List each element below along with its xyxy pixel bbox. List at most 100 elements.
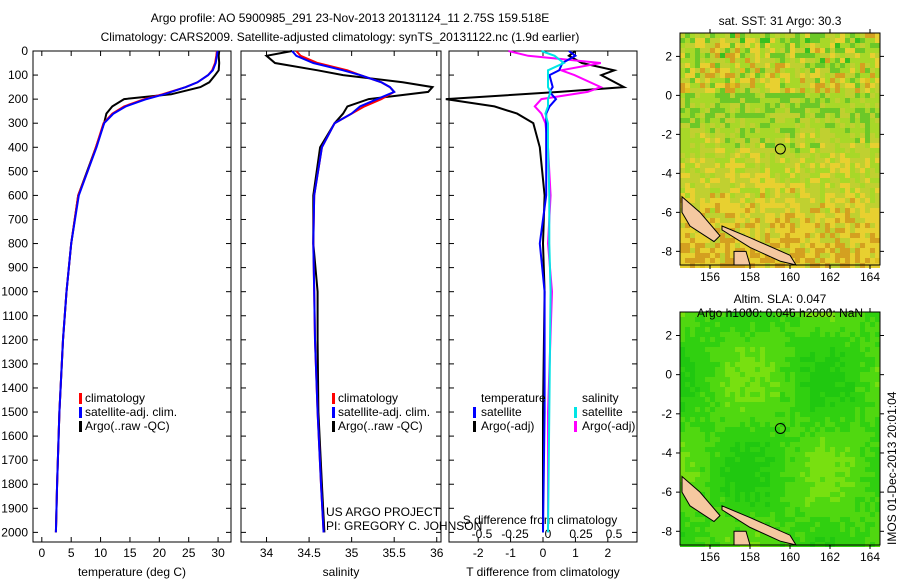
latitude-tick-label: -6 — [661, 205, 672, 219]
longitude-tick-label: 158 — [740, 550, 760, 564]
x-tick-label: 25 — [182, 546, 196, 560]
series-line-1 — [54, 50, 219, 533]
x-axis-label: salinity — [323, 565, 360, 579]
longitude-tick-label: 160 — [780, 550, 800, 564]
depth-tick-label: 1500 — [1, 405, 28, 419]
x-axis-label: T difference from climatology — [466, 565, 620, 579]
argo-float-location-marker — [774, 423, 786, 434]
depth-tick-label: 200 — [8, 92, 28, 106]
s-diff-tick-label: 0.25 — [569, 527, 593, 541]
title-line-2: Climatology: CARS2009. Satellite-adjuste… — [101, 30, 580, 44]
legend-swatch — [473, 407, 476, 418]
depth-tick-label: 1300 — [1, 357, 28, 371]
legend-swatch — [574, 407, 577, 418]
longitude-tick-label: 162 — [820, 550, 840, 564]
x-tick-label: 36 — [430, 546, 444, 560]
island-landmass — [681, 195, 721, 243]
latitude-tick-label: -8 — [661, 524, 672, 538]
series-line-0 — [538, 50, 578, 533]
depth-tick-label: 1100 — [2, 309, 28, 323]
longitude-tick-label: 158 — [740, 270, 760, 284]
x-tick-label: 2 — [604, 546, 611, 560]
depth-tick-label: 400 — [8, 140, 28, 154]
series-line-2 — [54, 50, 221, 533]
depth-tick-label: 800 — [8, 237, 28, 251]
legend-label: satellite — [582, 405, 623, 419]
depth-tick-label: 0 — [21, 44, 28, 58]
depth-tick-label: 1700 — [1, 453, 28, 467]
credit-line-1: US ARGO PROJECT — [326, 505, 441, 519]
legend-swatch — [79, 393, 82, 404]
s-diff-tick-label: 0.5 — [606, 527, 623, 541]
s-diff-tick-label: -0.25 — [501, 527, 529, 541]
x-tick-label: 34.5 — [297, 546, 321, 560]
x-tick-label: 5 — [68, 546, 75, 560]
latitude-tick-label: -6 — [661, 485, 672, 499]
plot-frame — [240, 50, 442, 543]
legend-swatch — [79, 407, 82, 418]
x-axis-label: temperature (deg C) — [78, 565, 186, 579]
depth-tick-label: 2000 — [1, 525, 28, 539]
salinity-panel: 34 34.5 35 35.5 36 salinity climatologysatelli… — [240, 50, 444, 579]
legend-label: Argo(..raw -QC) — [85, 419, 170, 433]
depth-tick-label: 1000 — [1, 285, 28, 299]
x-tick-label: -1 — [505, 546, 516, 560]
x-tick-label: -2 — [473, 546, 484, 560]
latitude-tick-label: -2 — [661, 127, 672, 141]
depth-tick-label: 1900 — [1, 501, 28, 515]
timestamp: IMOS 01-Dec-2013 20:01:04 — [885, 391, 899, 545]
latitude-tick-label: 0 — [665, 88, 672, 102]
legend-label: Argo(-adj) — [481, 419, 534, 433]
latitude-tick-label: 2 — [665, 49, 672, 63]
x-tick-label: 30 — [211, 546, 225, 560]
longitude-tick-label: 162 — [820, 270, 840, 284]
longitude-tick-label: 164 — [860, 270, 880, 284]
latitude-tick-label: -4 — [661, 446, 672, 460]
latitude-tick-label: -8 — [661, 244, 672, 258]
x-tick-label: 0 — [540, 546, 547, 560]
island-landmass — [721, 505, 798, 546]
legend-swatch — [332, 421, 335, 432]
credit-line-2: PI: GREGORY C. JOHNSON — [326, 519, 482, 533]
longitude-tick-label: 164 — [860, 550, 880, 564]
s-diff-tick-label: -0.5 — [472, 527, 493, 541]
series-line-2 — [264, 50, 435, 533]
depth-tick-label: 100 — [8, 68, 28, 82]
latitude-tick-label: -2 — [661, 407, 672, 421]
x-tick-label: 10 — [94, 546, 108, 560]
depth-tick-label: 1400 — [1, 381, 28, 395]
sla-map-title-2: Argo h1000: 0.046 h2000: NaN — [697, 306, 863, 320]
latitude-tick-label: -4 — [661, 166, 672, 180]
depth-tick-label: 500 — [8, 164, 28, 178]
plot-frame — [32, 50, 232, 543]
legend-label: satellite — [481, 405, 522, 419]
legend-swatch — [332, 407, 335, 418]
map-frame — [679, 32, 881, 266]
map-frame — [679, 311, 881, 546]
longitude-tick-label: 156 — [700, 270, 720, 284]
series-line-2 — [541, 50, 566, 533]
latitude-tick-label: 2 — [665, 328, 672, 342]
legend-label: satellite-adj. clim. — [85, 405, 177, 419]
latitude-tick-label: 0 — [665, 368, 672, 382]
legend-label: Argo(-adj) — [582, 419, 635, 433]
difference-panel: -2 -1 0 1 2 T difference from climatology -0.5… — [445, 50, 638, 579]
s-diff-tick-label: 0 — [545, 527, 552, 541]
island-landmass — [681, 475, 721, 523]
series-line-0 — [295, 50, 396, 533]
temperature-panel: 0 5 10 15 20 25 30 temperature (deg C) 0 100 200 30… — [1, 44, 232, 579]
depth-tick-label: 1800 — [1, 477, 28, 491]
series-line-1 — [291, 50, 396, 533]
series-line-0 — [54, 50, 218, 533]
depth-tick-label: 600 — [8, 188, 28, 202]
title-line-1: Argo profile: AO 5900985_291 23-Nov-2013… — [151, 11, 550, 25]
x-tick-label: 35.5 — [383, 546, 407, 560]
x-tick-label: 34 — [260, 546, 274, 560]
depth-tick-label: 1200 — [1, 333, 28, 347]
legend-swatch — [574, 421, 577, 432]
longitude-tick-label: 160 — [780, 270, 800, 284]
legend-label: Argo(..raw -QC) — [338, 419, 423, 433]
legend-swatch — [79, 421, 82, 432]
s-diff-axis-label: S difference from climatology — [463, 513, 618, 527]
